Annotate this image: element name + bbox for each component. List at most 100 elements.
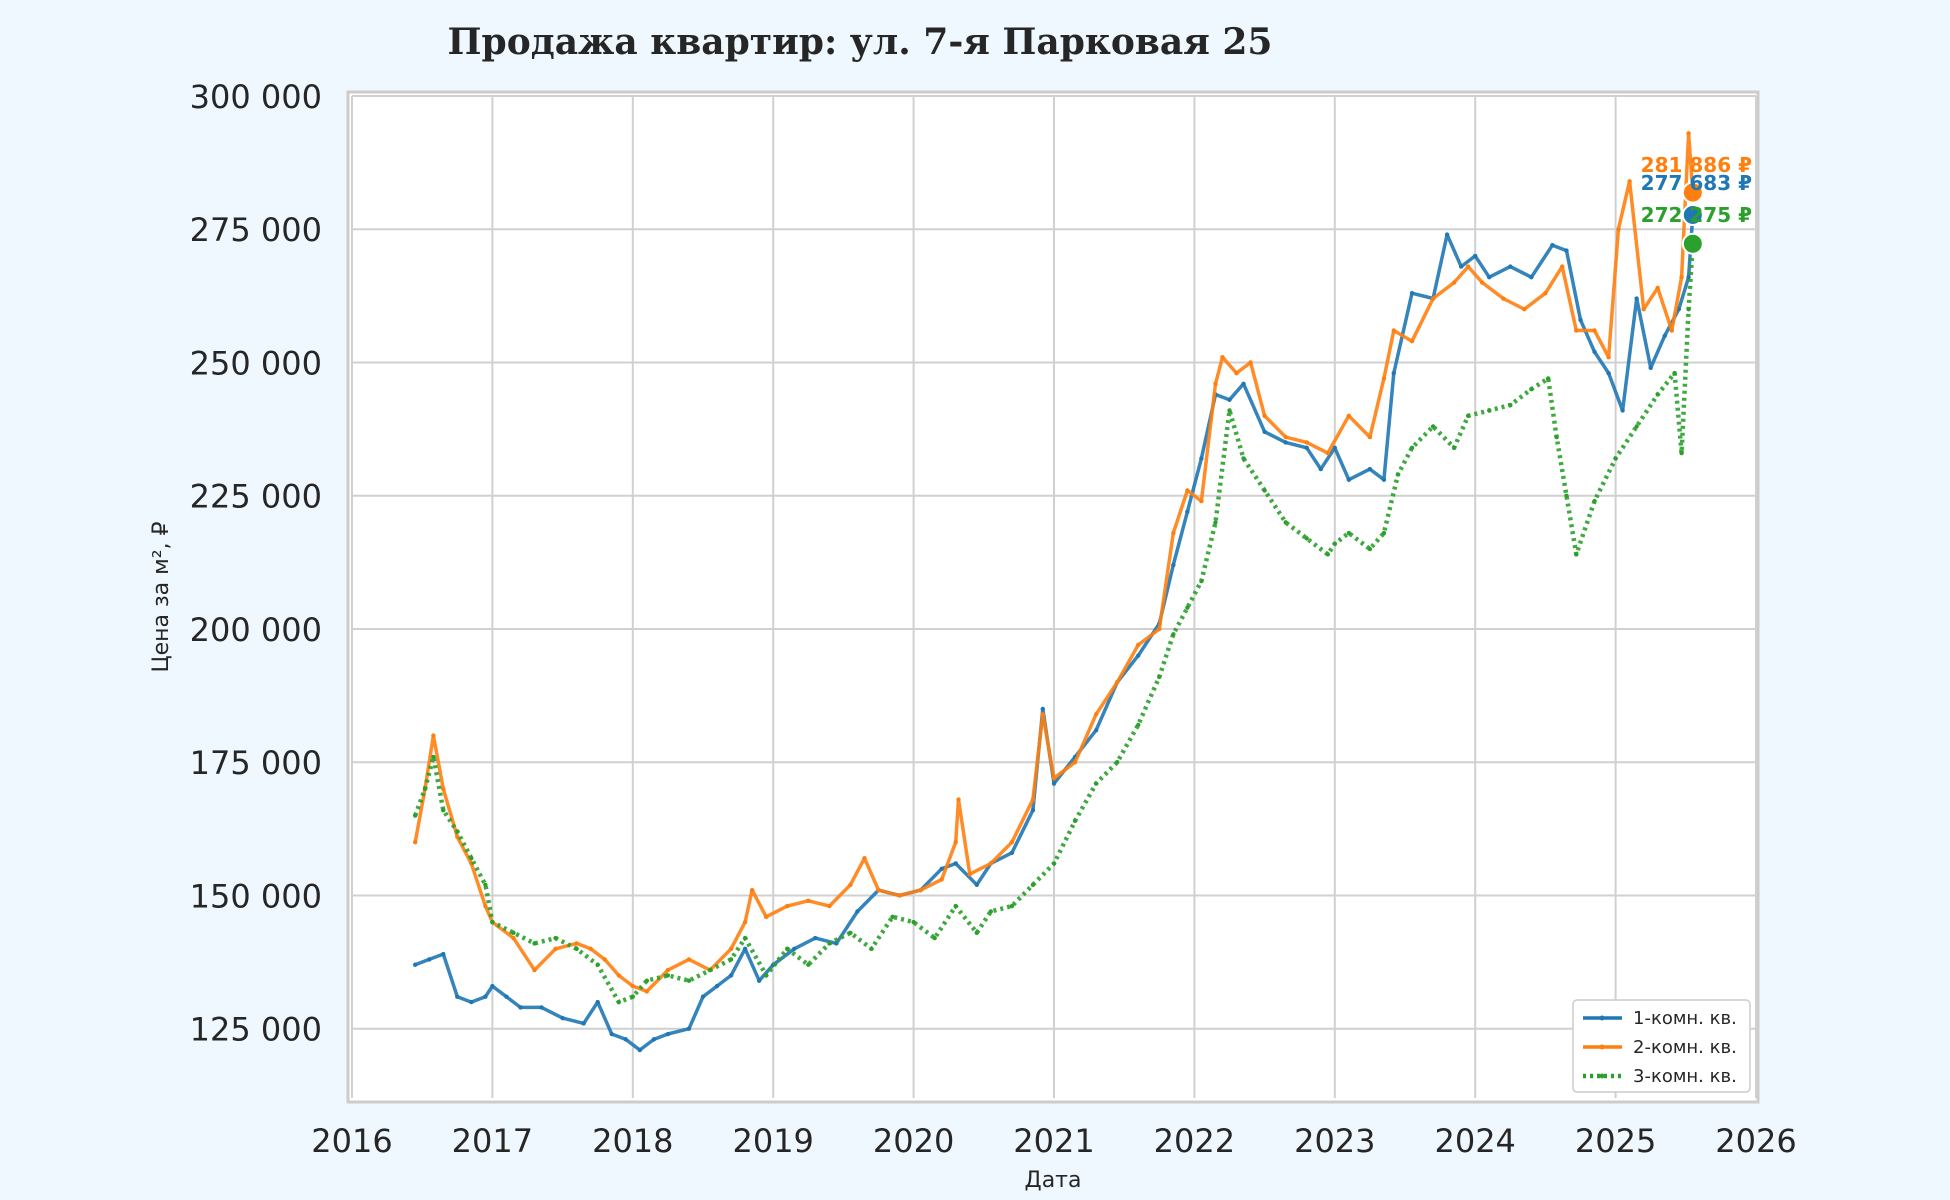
data-point [1367,434,1373,440]
data-point [427,957,432,962]
data-point [1522,306,1527,312]
data-point [1592,498,1597,504]
data-point [455,994,460,999]
data-point [1093,781,1099,786]
data-point [1241,456,1246,461]
y-tick-label: 150 000 [190,877,322,915]
data-point [742,919,748,925]
data-point [1199,578,1204,584]
y-tick-label: 250 000 [190,344,322,382]
legend: 1-комн. кв. 2-комн. кв. 3-комн. кв. [1572,999,1751,1093]
data-point [1679,275,1684,280]
data-point [1620,408,1625,413]
data-point [1213,381,1218,387]
data-point [504,994,509,999]
data-point [1381,530,1387,536]
data-point [1367,546,1373,552]
data-point [644,978,650,983]
data-point [630,994,635,999]
data-point [1430,296,1436,301]
x-tick-label: 2020 [873,1122,954,1160]
x-tick-label: 2026 [1715,1122,1796,1160]
legend-label: 2-комн. кв. [1633,1037,1737,1058]
data-point [728,946,734,951]
data-point [1093,712,1099,717]
data-point [1686,306,1691,312]
data-point [967,871,972,877]
data-point [834,941,839,946]
data-point [953,861,958,866]
data-point [686,1026,692,1031]
y-tick-label: 200 000 [190,611,322,649]
data-point [1391,328,1396,333]
data-point [422,786,428,792]
data-point [1040,712,1045,717]
data-point [1093,728,1099,733]
data-point [1465,413,1471,418]
data-point [1634,424,1639,429]
data-point [1564,248,1569,253]
data-point [1473,253,1478,259]
data-point [539,1005,544,1010]
data-point [574,946,579,951]
data-point [1546,376,1551,381]
data-point [1051,776,1057,781]
data-point [890,914,895,919]
data-point [412,813,418,818]
y-axis-label: Цена за м², ₽ [149,521,174,672]
data-point [483,994,488,999]
data-point [1686,131,1691,136]
data-point [1529,275,1534,280]
data-point [616,999,621,1005]
data-point [1672,370,1677,376]
data-point [1199,498,1204,504]
data-point [623,1037,628,1042]
data-point [763,973,769,978]
data-point [1185,488,1190,493]
data-point [1030,807,1036,813]
data-point [932,935,937,941]
data-point [1346,477,1352,482]
data-point [560,1015,565,1021]
data-point [665,1031,671,1037]
grid-lines [351,95,1757,1098]
data-point [848,930,853,935]
data-point [749,887,755,893]
data-point [918,887,923,893]
data-point [490,983,495,989]
data-point [1409,445,1415,450]
data-point [1325,552,1330,557]
data-point [1171,562,1176,568]
end-value-label: 272 275 ₽ [1641,203,1752,227]
data-point [595,999,600,1005]
data-point [1409,291,1415,296]
data-point [1136,642,1141,648]
data-point [742,935,748,941]
data-point [1395,472,1401,477]
data-point [412,839,418,845]
data-point [953,839,958,845]
end-value-label: 281 886 ₽ [1641,153,1752,177]
data-point [1346,530,1352,536]
data-point [974,882,979,888]
data-point [602,957,607,962]
data-point [1030,797,1036,802]
data-point [630,983,635,989]
data-point [574,941,579,946]
legend-box [1572,999,1751,1093]
data-point [1648,365,1653,371]
data-point [1051,781,1057,786]
data-point [742,946,748,951]
data-point [469,999,474,1005]
data-point [588,946,593,951]
x-tick-label: 2025 [1575,1122,1656,1160]
data-point [1487,408,1492,413]
data-point [1234,370,1239,376]
data-point [1304,440,1309,445]
data-point [806,898,811,903]
data-point [490,919,495,925]
data-point [441,951,446,957]
x-axis-ticks: 2016 2017 2018 2019 2020 2021 2022 2023 2024 2025… [311,1122,1796,1160]
data-point [441,786,446,792]
data-point [1554,434,1559,440]
